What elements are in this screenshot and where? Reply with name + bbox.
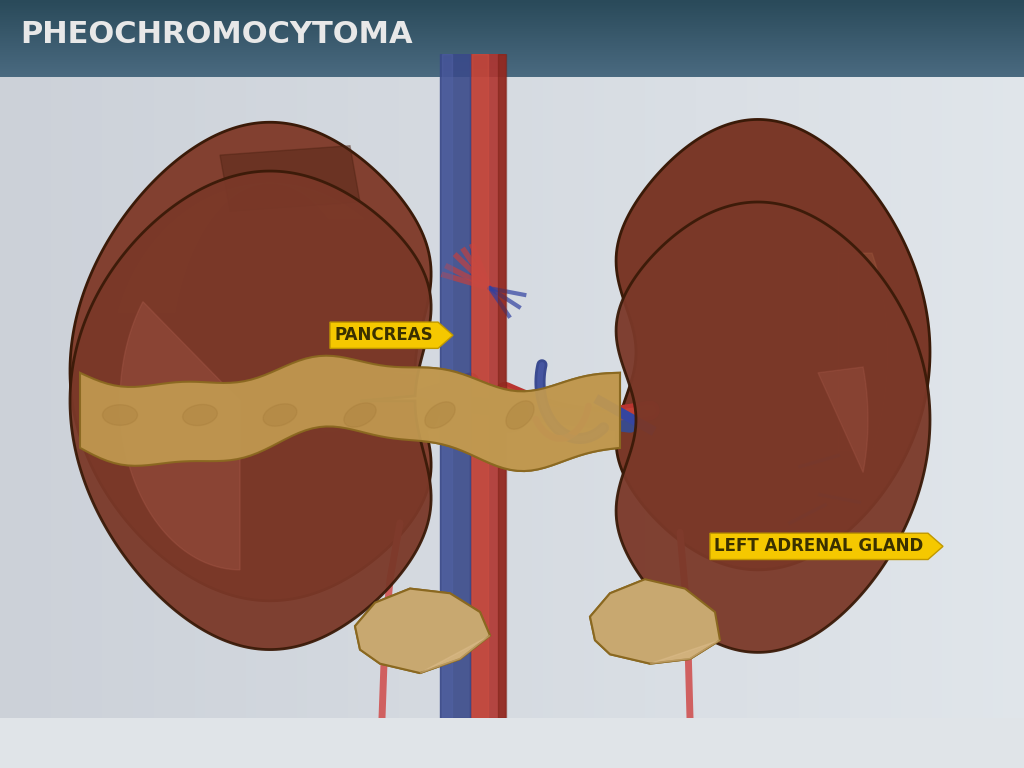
Polygon shape <box>650 641 720 664</box>
Circle shape <box>312 398 348 432</box>
Polygon shape <box>80 356 620 471</box>
Ellipse shape <box>506 401 535 429</box>
Polygon shape <box>355 588 490 673</box>
Polygon shape <box>498 54 506 718</box>
Polygon shape <box>355 588 490 673</box>
Polygon shape <box>590 579 720 664</box>
Polygon shape <box>710 533 943 560</box>
Circle shape <box>402 398 438 432</box>
Polygon shape <box>616 120 930 570</box>
Ellipse shape <box>102 405 137 425</box>
Ellipse shape <box>263 404 297 426</box>
Circle shape <box>492 398 528 432</box>
Polygon shape <box>118 184 365 313</box>
Circle shape <box>132 398 168 432</box>
Polygon shape <box>818 367 868 472</box>
Polygon shape <box>80 356 620 471</box>
Text: LEFT ADRENAL GLAND: LEFT ADRENAL GLAND <box>715 538 924 555</box>
Polygon shape <box>470 54 505 718</box>
Polygon shape <box>590 579 720 664</box>
Polygon shape <box>442 54 452 718</box>
Polygon shape <box>440 54 470 718</box>
Ellipse shape <box>182 405 217 425</box>
Polygon shape <box>838 253 888 451</box>
Polygon shape <box>330 322 453 349</box>
Polygon shape <box>70 171 431 650</box>
Text: PHEOCHROMOCYTOMA: PHEOCHROMOCYTOMA <box>20 20 413 49</box>
Ellipse shape <box>425 402 455 429</box>
Polygon shape <box>120 302 240 570</box>
Circle shape <box>222 398 258 432</box>
Polygon shape <box>472 54 488 718</box>
Polygon shape <box>220 146 360 211</box>
Polygon shape <box>616 202 930 652</box>
Ellipse shape <box>344 403 376 427</box>
Polygon shape <box>70 122 431 601</box>
Text: PANCREAS: PANCREAS <box>335 326 433 344</box>
Polygon shape <box>420 635 490 673</box>
